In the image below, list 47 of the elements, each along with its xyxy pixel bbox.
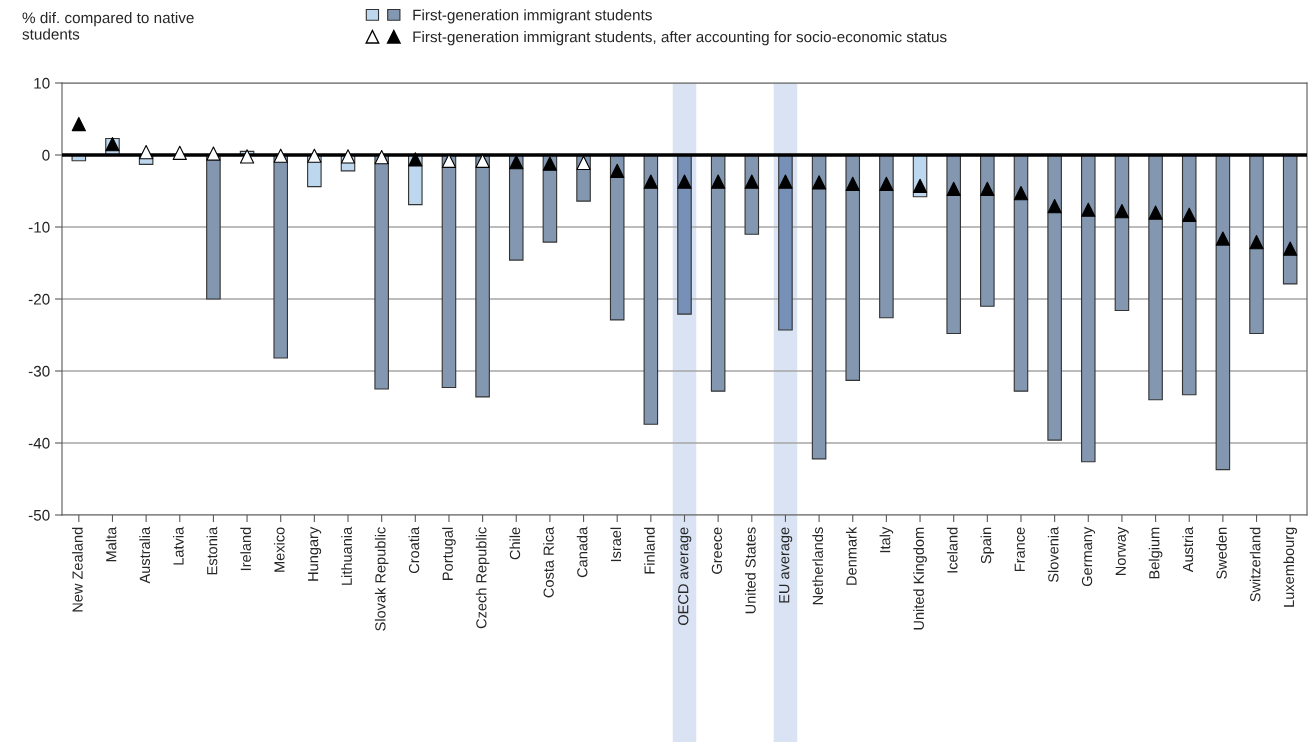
x-tick-label: Czech Republic — [475, 527, 490, 629]
y-tick-label: 0 — [42, 149, 50, 161]
x-tick-label: Mexico — [273, 527, 285, 572]
x-tick-label: Finland — [644, 527, 655, 574]
x-tick-label: Austria — [1182, 526, 1194, 573]
x-tick-label: Latvia — [172, 526, 184, 565]
x-tick-label: EU average — [779, 527, 793, 603]
y-tick-label: -10 — [28, 221, 50, 233]
legend-label: First-generation immigrant students, after accounting for socio-economic status — [413, 31, 947, 46]
x-tick-label: Iceland — [946, 527, 958, 573]
x-tick-label: Portugal — [442, 527, 456, 580]
y-tick-label: 10 — [34, 77, 50, 89]
x-tick-label: Croatia — [408, 526, 420, 574]
y-axis-title: % dif. compared to native students — [22, 12, 194, 40]
y-tick-label: -50 — [28, 509, 50, 521]
x-tick-label: Chile — [509, 527, 521, 560]
x-tick-label: Canada — [576, 526, 588, 578]
x-tick-label: Estonia — [206, 526, 218, 575]
x-tick-label: Australia — [139, 526, 151, 584]
x-tick-label: Netherlands — [812, 527, 824, 605]
x-tick-label: Luxembourg — [1283, 527, 1297, 607]
x-tick-label: Switzerland — [1249, 527, 1261, 602]
y-tick-label: -30 — [28, 365, 50, 377]
x-tick-label: Costa Rica — [543, 526, 554, 598]
x-tick-label: Sweden — [1216, 527, 1227, 579]
x-tick-label: Greece — [711, 527, 723, 574]
x-tick-label: Spain — [980, 527, 995, 564]
x-tick-label: New Zealand — [72, 527, 83, 612]
x-tick-label: Ireland — [240, 527, 251, 571]
x-tick-label: Denmark — [845, 526, 857, 585]
y-tick-label: -40 — [28, 437, 50, 449]
x-tick-label: Belgium — [1148, 527, 1163, 579]
x-tick-label: Norway — [1115, 526, 1129, 576]
x-tick-label: OECD average — [678, 527, 692, 625]
x-tick-label: France — [1014, 527, 1025, 571]
x-tick-label: United Kingdom — [913, 527, 927, 630]
x-tick-label: Germany — [1081, 526, 1096, 587]
x-tick-label: Slovenia — [1047, 526, 1059, 583]
x-tick-label: United States — [745, 527, 756, 614]
legend-label: First-generation immigrant students — [413, 9, 652, 24]
x-tick-label: Israel — [610, 527, 622, 562]
x-tick-label: Hungary — [308, 526, 322, 581]
y-tick-label: -20 — [28, 293, 50, 305]
x-tick-label: Lithuania — [341, 526, 352, 585]
x-tick-label: Malta — [105, 526, 117, 562]
x-tick-label: Slovak Republic — [374, 527, 389, 631]
x-tick-label: Italy — [879, 526, 894, 553]
